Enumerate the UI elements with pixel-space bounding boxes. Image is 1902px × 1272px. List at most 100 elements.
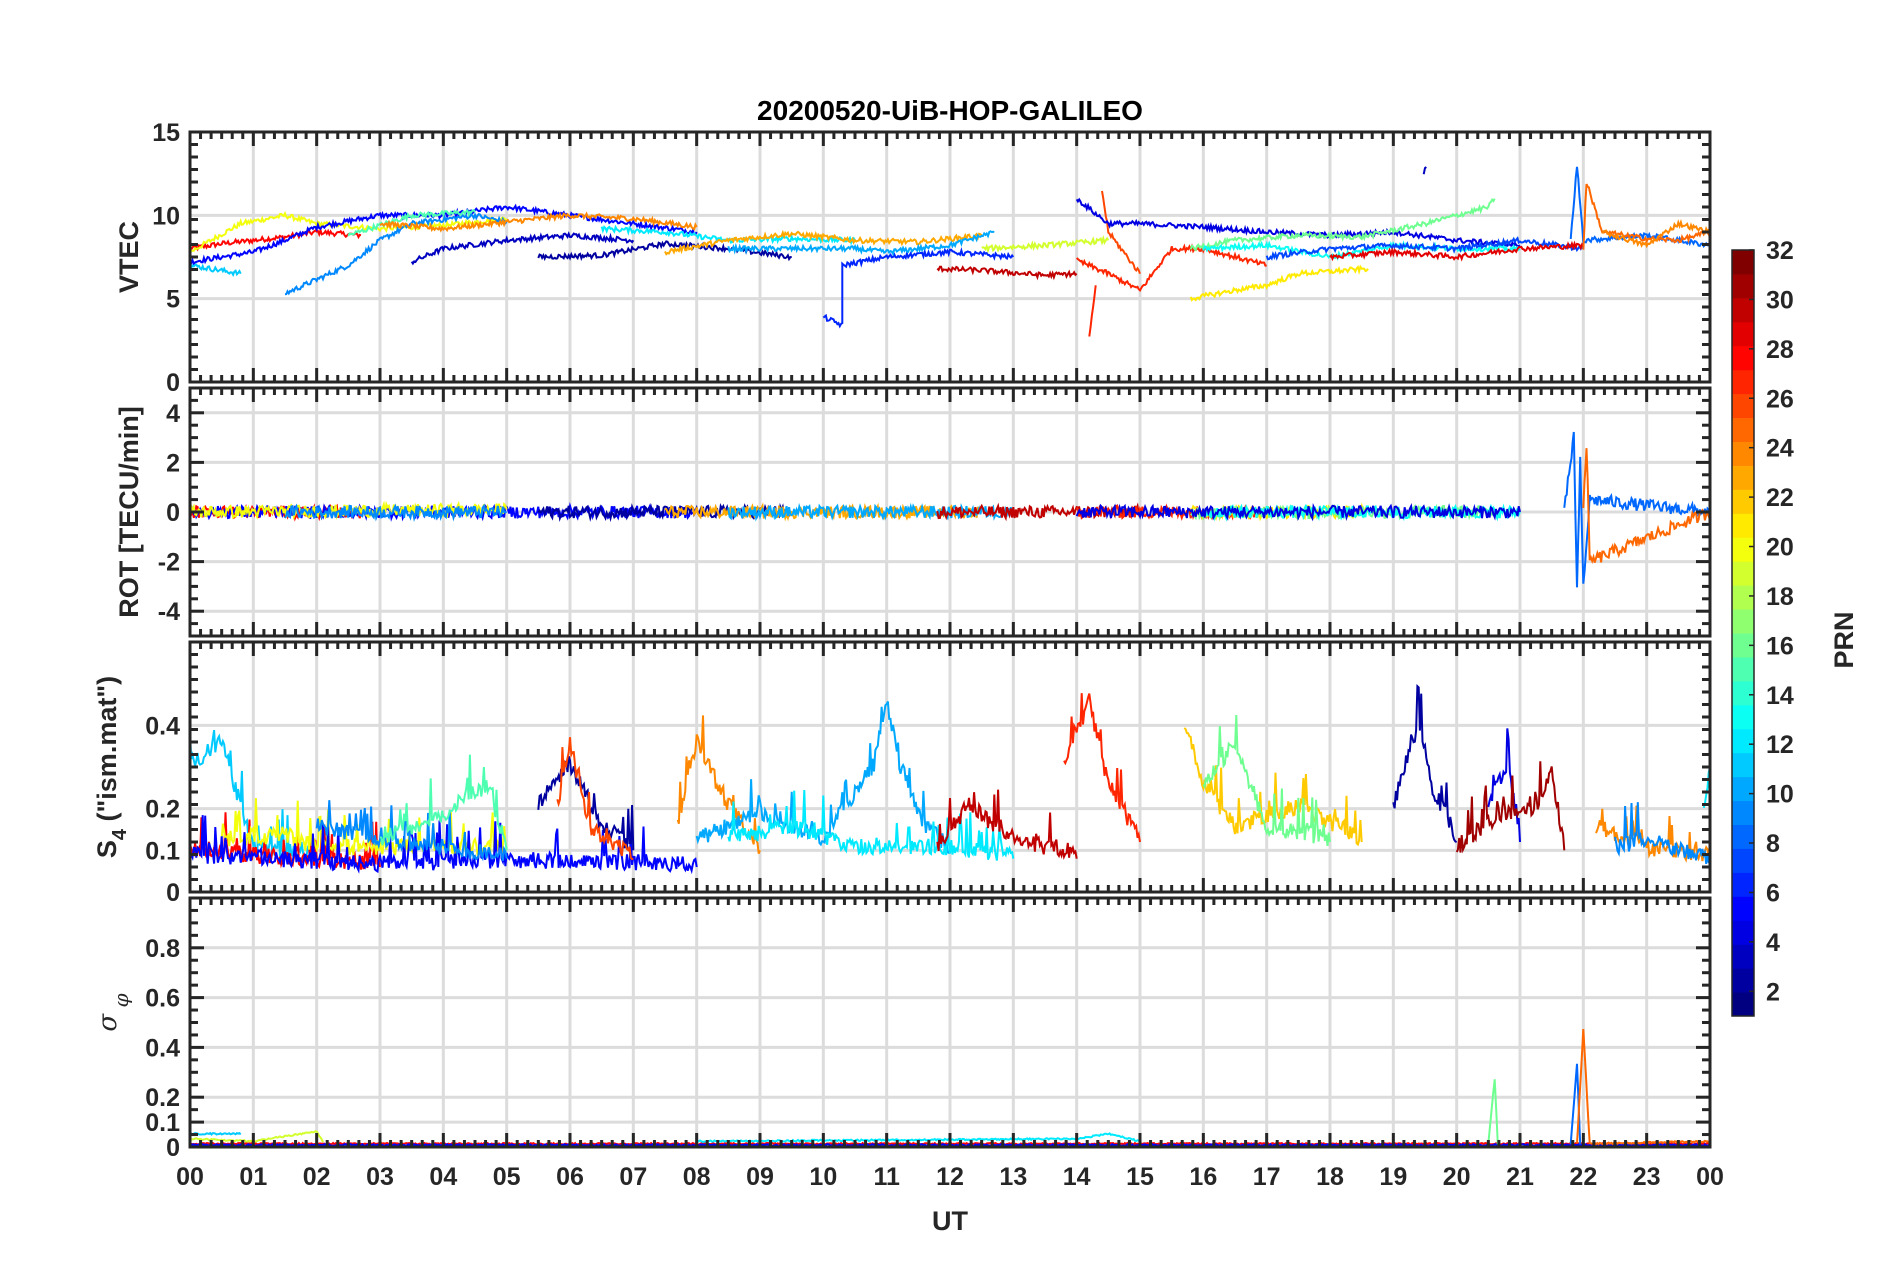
colorbar-tick-label: 2 bbox=[1766, 978, 1780, 1006]
y-tick-label: 0 bbox=[166, 879, 180, 907]
colorbar-tick-label: 30 bbox=[1766, 286, 1794, 314]
axes-box bbox=[188, 130, 1712, 384]
panel-2: -4 -2 0 2 4 ROT [TECU/min] bbox=[114, 386, 1712, 638]
colorbar-segment bbox=[1732, 537, 1754, 562]
x-tick-label: 22 bbox=[1569, 1163, 1597, 1191]
y-axis-label: S4 ("ism.mat") bbox=[92, 676, 131, 858]
colorbar-segment bbox=[1732, 609, 1754, 634]
colorbar-segment bbox=[1732, 393, 1754, 419]
y-tick-label: 0.4 bbox=[145, 712, 180, 740]
colorbar-segment bbox=[1732, 250, 1754, 275]
y-axis-label: VTEC bbox=[114, 221, 144, 293]
series-prn-8 bbox=[1563, 431, 1711, 588]
x-tick-label: 01 bbox=[239, 1163, 267, 1191]
series-prn-8 bbox=[1569, 166, 1711, 249]
x-tick-label: 13 bbox=[999, 1163, 1027, 1191]
series-prn-9 bbox=[284, 212, 508, 296]
x-axis-label: UT bbox=[932, 1206, 968, 1236]
x-tick-label: 15 bbox=[1126, 1163, 1154, 1191]
colorbar-segment bbox=[1732, 872, 1754, 897]
x-tick-label: 02 bbox=[303, 1163, 331, 1191]
series-prn-27 bbox=[1075, 243, 1267, 293]
series-prn-25 bbox=[1582, 448, 1711, 565]
x-tick-label: 06 bbox=[556, 1163, 584, 1191]
colorbar-tick-label: 14 bbox=[1766, 682, 1794, 710]
panel-3: 0 0.1 0.2 0.4 S4 ("ism.mat") bbox=[92, 640, 1712, 907]
colorbar-segment bbox=[1732, 944, 1754, 969]
series-prn-26 bbox=[556, 737, 634, 861]
series-prn-3 bbox=[410, 231, 635, 266]
colorbar-segment bbox=[1732, 633, 1754, 658]
colorbar-segment bbox=[1732, 273, 1754, 299]
y-tick-label: 0.4 bbox=[145, 1034, 180, 1062]
colorbar-tick-label: 26 bbox=[1766, 385, 1794, 413]
y-tick-label: 0.2 bbox=[145, 1084, 180, 1112]
colorbar-segment bbox=[1732, 585, 1754, 610]
series-prn-27 bbox=[1088, 285, 1097, 337]
colorbar-tick-label: 8 bbox=[1766, 830, 1780, 858]
series-prn-23 bbox=[664, 229, 983, 256]
axes-box bbox=[188, 386, 1712, 638]
y-tick-label: 10 bbox=[152, 202, 180, 230]
y-tick-label: 0.1 bbox=[145, 837, 180, 865]
y-tick-label: 0 bbox=[166, 369, 180, 397]
colorbar-segment bbox=[1732, 321, 1754, 347]
colorbar-segment bbox=[1732, 992, 1754, 1017]
y-tick-label: 0.6 bbox=[145, 985, 180, 1013]
x-tick-label: 19 bbox=[1379, 1163, 1407, 1191]
colorbar-segment bbox=[1732, 489, 1754, 514]
series-prn-20 bbox=[189, 210, 508, 254]
x-tick-label: 08 bbox=[683, 1163, 711, 1191]
x-tick-label: 03 bbox=[366, 1163, 394, 1191]
axes-box bbox=[188, 640, 1712, 894]
colorbar-segment bbox=[1732, 369, 1754, 395]
series-prn-5 bbox=[189, 815, 698, 875]
chart-title: 20200520-UiB-HOP-GALILEO bbox=[757, 95, 1143, 126]
series-prn-3 bbox=[1422, 166, 1427, 175]
series-prn-10 bbox=[727, 502, 1015, 522]
series-prn-30 bbox=[936, 265, 1078, 281]
colorbar-segment bbox=[1732, 465, 1754, 490]
y-axis-label: σ φ bbox=[93, 993, 133, 1031]
panel-1: 0 5 10 15 VTEC bbox=[114, 119, 1712, 397]
x-tick-label: 12 bbox=[936, 1163, 964, 1191]
colorbar-segment bbox=[1732, 752, 1754, 778]
series-prn-26 bbox=[1101, 190, 1141, 275]
colorbar-tick-label: 32 bbox=[1766, 237, 1794, 265]
series-prn-19 bbox=[981, 234, 1110, 254]
y-tick-label: 0.8 bbox=[145, 935, 180, 963]
x-tick-label: 09 bbox=[746, 1163, 774, 1191]
colorbar-tick-label: 12 bbox=[1766, 731, 1794, 759]
x-tick-label: 17 bbox=[1253, 1163, 1281, 1191]
y-tick-label: -4 bbox=[158, 598, 180, 626]
colorbar-segment bbox=[1732, 848, 1754, 873]
colorbar-segment bbox=[1732, 656, 1754, 682]
y-tick-label: 4 bbox=[166, 400, 180, 428]
series-prn-16 bbox=[1487, 1079, 1499, 1145]
x-tick-label: 07 bbox=[619, 1163, 647, 1191]
colorbar-tick-label: 24 bbox=[1766, 435, 1794, 463]
series-prn-27 bbox=[1063, 693, 1141, 843]
colorbar-frame bbox=[1731, 249, 1755, 1017]
colorbar-segment bbox=[1732, 704, 1754, 730]
colorbar-segment bbox=[1732, 513, 1754, 538]
colorbar-segment bbox=[1732, 776, 1754, 802]
x-tick-label: 10 bbox=[809, 1163, 837, 1191]
colorbar-segment bbox=[1732, 968, 1754, 993]
y-tick-label: 0.1 bbox=[145, 1109, 180, 1137]
y-tick-label: 5 bbox=[166, 286, 180, 314]
colorbar-segment bbox=[1732, 417, 1754, 442]
x-tick-label: 21 bbox=[1506, 1163, 1534, 1191]
x-tick-label: 16 bbox=[1189, 1163, 1217, 1191]
colorbar-segment bbox=[1732, 800, 1754, 825]
y-tick-label: 0 bbox=[166, 1134, 180, 1162]
x-tick-label: 00 bbox=[176, 1163, 204, 1191]
colorbar-tick-label: 4 bbox=[1766, 929, 1780, 957]
series-prn-2 bbox=[537, 755, 635, 851]
colorbar-label: PRN bbox=[1829, 611, 1859, 668]
series-prn-19 bbox=[189, 1130, 324, 1144]
panel-4: 00.10.2 0.4 0.6 0.8 σ φ bbox=[93, 896, 1712, 1162]
series-prn-6 bbox=[822, 246, 1015, 329]
